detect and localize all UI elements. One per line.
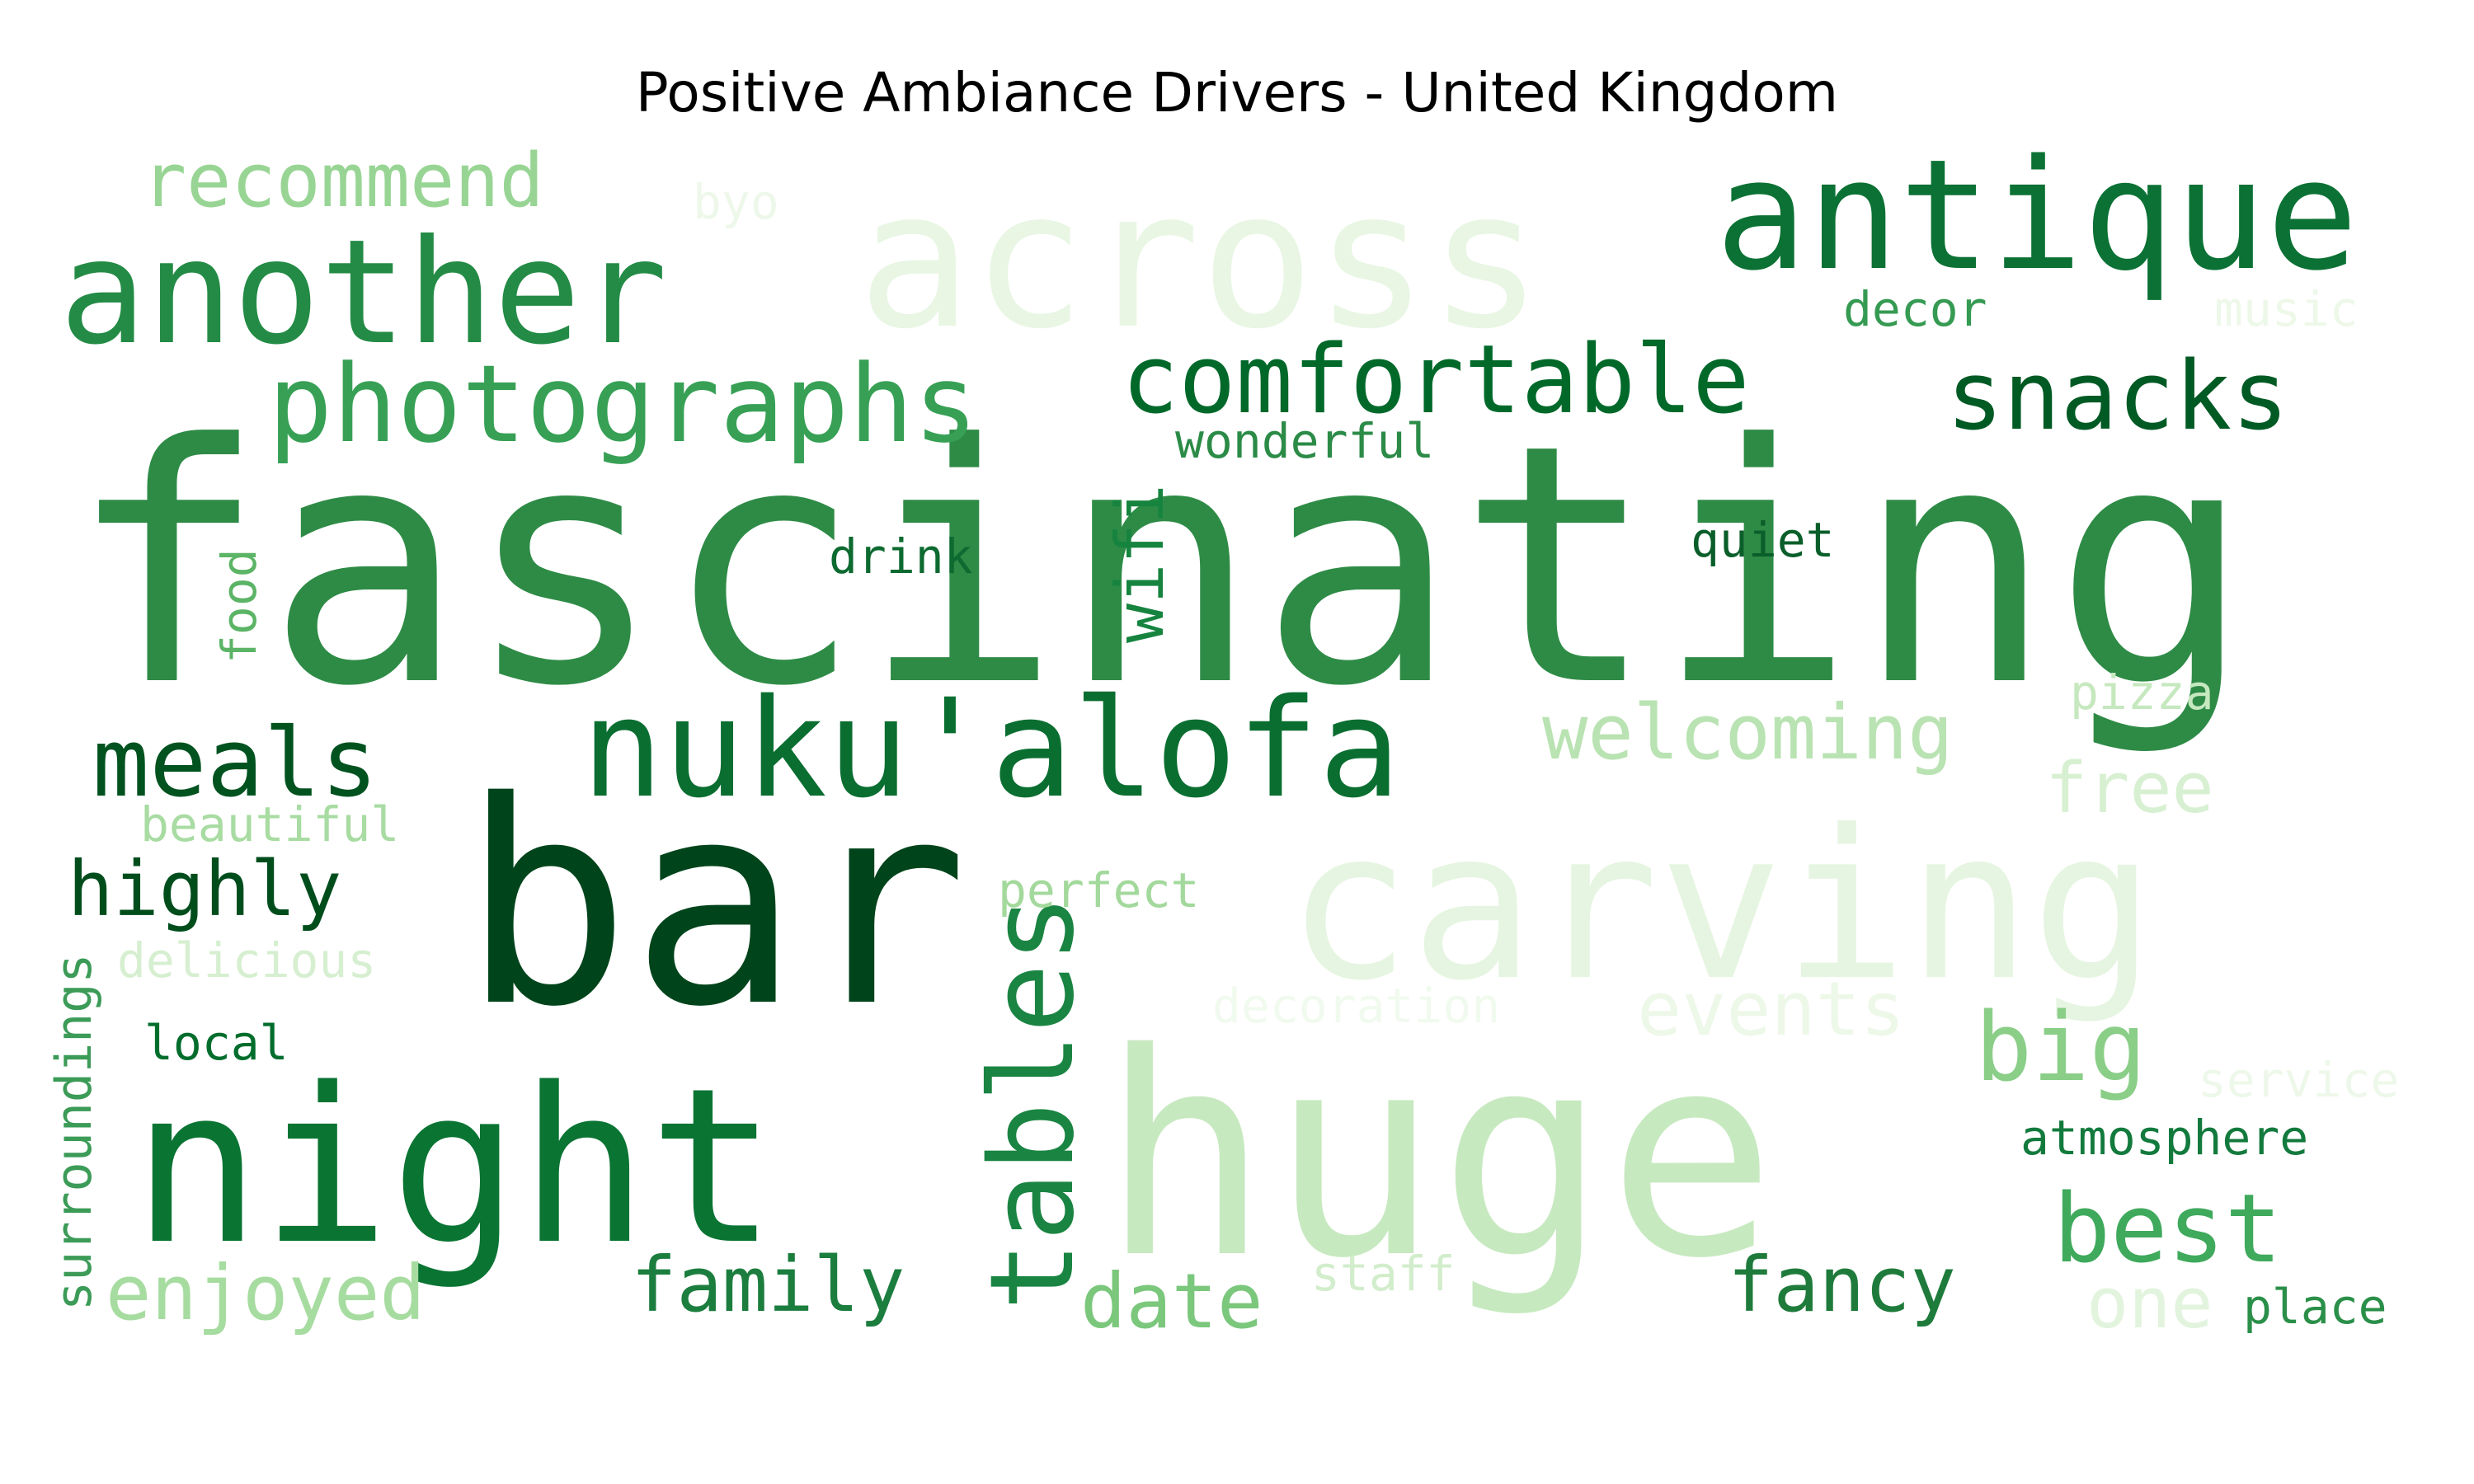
word-decor: decor xyxy=(1843,281,1987,337)
word-huge: huge xyxy=(1101,993,1776,1320)
word-recommend: recommend xyxy=(142,138,544,224)
word-perfect: perfect xyxy=(998,862,1199,918)
word-bar: bar xyxy=(462,742,968,1068)
word-place: place xyxy=(2243,1279,2387,1335)
word-highly: highly xyxy=(68,845,341,933)
word-welcoming: welcoming xyxy=(1542,688,1954,777)
word-across: across xyxy=(858,151,1543,371)
word-carving: carving xyxy=(1286,786,2156,1026)
word-one: one xyxy=(2086,1263,2213,1345)
word-events: events xyxy=(1637,966,1905,1053)
word-free: free xyxy=(2045,748,2214,829)
word-nuku-alofa: nuku'alofa xyxy=(581,669,1400,828)
word-tables: tables xyxy=(966,894,1100,1311)
word-music: music xyxy=(2214,281,2359,337)
chart-title: Positive Ambiance Drivers - United Kingd… xyxy=(635,61,1839,124)
word-another: another xyxy=(59,209,668,377)
word-best: best xyxy=(2053,1174,2282,1284)
word-service: service xyxy=(2198,1052,2399,1108)
word-fancy: fancy xyxy=(1728,1241,1956,1329)
word-date: date xyxy=(1080,1257,1263,1345)
word-pizza: pizza xyxy=(2070,665,2214,721)
word-byo: byo xyxy=(693,174,779,230)
word-quiet: quiet xyxy=(1691,512,1835,568)
word-antique: antique xyxy=(1715,126,2359,304)
word-enjoyed: enjoyed xyxy=(106,1249,426,1337)
word-night: night xyxy=(132,1043,778,1292)
word-delicious: delicious xyxy=(117,932,376,989)
word-snacks: snacks xyxy=(1946,341,2288,452)
word-drink: drink xyxy=(829,528,973,585)
word-comfortable: comfortable xyxy=(1122,325,1750,435)
word-food: food xyxy=(211,548,267,664)
word-wifi: wifi xyxy=(1102,484,1178,643)
word-big: big xyxy=(1975,993,2147,1103)
word-meals: meals xyxy=(92,708,378,819)
word-wonderful: wonderful xyxy=(1175,413,1434,469)
word-photographs: photographs xyxy=(268,341,978,467)
word-fascinating: fascinating xyxy=(68,375,2252,758)
word-decoration: decoration xyxy=(1212,978,1500,1034)
word-atmosphere: atmosphere xyxy=(2020,1110,2308,1166)
word-beautiful: beautiful xyxy=(140,796,399,852)
word-local: local xyxy=(144,1015,289,1071)
word-family: family xyxy=(631,1241,905,1329)
word-surroundings: surroundings xyxy=(45,954,103,1311)
word-staff: staff xyxy=(1311,1246,1456,1302)
